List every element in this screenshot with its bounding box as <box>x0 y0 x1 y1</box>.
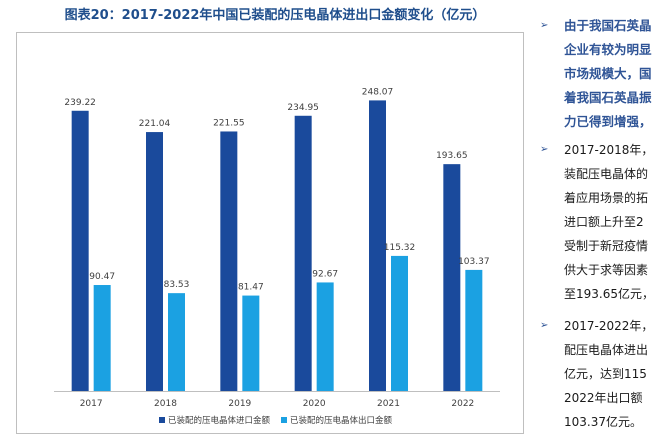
paragraph-2-line: 受制于新冠疫情 <box>564 239 649 253</box>
import-bar <box>146 132 163 391</box>
export-bar <box>316 282 334 391</box>
paragraph-3-line: 2022年出口额 <box>564 391 643 405</box>
import-value-label: 193.65 <box>436 151 468 161</box>
export-bar <box>465 269 483 391</box>
chart-title: 图表20：2017-2022年中国已装配的压电晶体进出口金额变化（亿元） <box>64 8 486 23</box>
paragraph-2-line: 供大于求等因素 <box>564 263 649 277</box>
import-bar <box>369 100 386 391</box>
import-value-label: 221.04 <box>139 119 171 129</box>
import-value-label: 234.95 <box>287 103 319 113</box>
paragraph-3-line: 亿元，达到115 <box>564 367 647 381</box>
import-bar <box>220 131 238 391</box>
x-tick-label: 2020 <box>303 399 326 409</box>
paragraph-2-line: 进口额上升至2 <box>564 215 644 229</box>
import-bar <box>294 115 312 391</box>
x-tick-label: 2017 <box>80 399 103 409</box>
legend-export-swatch <box>281 417 287 423</box>
x-tick-label: 2018 <box>154 399 177 409</box>
export-bar <box>242 295 260 391</box>
legend-export-label: 已装配的压电晶体出口金额 <box>290 415 393 426</box>
export-value-label: 83.53 <box>164 280 190 290</box>
paragraph-3-line: 2017-2022年， <box>564 319 654 333</box>
paragraph-2: ➢ 2017-2018年， 装配压电晶体的 着应用场景的拓 进口额上升至2 受制… <box>538 138 654 314</box>
export-value-label: 90.47 <box>89 272 115 282</box>
import-value-label: 248.07 <box>362 87 394 97</box>
legend-import-label: 已装配的压电晶体进口金额 <box>168 415 271 426</box>
legend-import-swatch <box>159 417 165 423</box>
paragraph-1-line: 由于我国石英晶 <box>564 18 652 33</box>
x-tick-label: 2021 <box>377 399 400 409</box>
chart-frame: 239.22 90.47 2017 221.04 83.53 2018 221.55 81.4… <box>16 32 524 434</box>
import-value-label: 239.22 <box>64 98 96 108</box>
paragraph-1-line: 力已得到增强， <box>564 114 652 129</box>
bullet-arrow-icon: ➢ <box>540 20 549 31</box>
x-tick-label: 2022 <box>451 399 474 409</box>
paragraph-1: ➢ 由于我国石英晶 企业有较为明显 市场规模大，国 着我国石英晶振 力已得到增强… <box>538 14 654 138</box>
import-bar <box>71 110 89 391</box>
bullet-arrow-icon: ➢ <box>540 320 549 331</box>
paragraph-2-line: 装配压电晶体的 <box>564 167 649 181</box>
paragraph-2-line: 至193.65亿元， <box>564 287 654 301</box>
bar-chart: 239.22 90.47 2017 221.04 83.53 2018 221.55 81.4… <box>54 87 500 426</box>
export-bar <box>391 255 408 391</box>
export-bar <box>93 285 111 391</box>
paragraph-3-line: 配压电晶体进出 <box>564 343 649 357</box>
paragraph-1-line: 市场规模大，国 <box>564 66 652 81</box>
paragraph-1-line: 企业有较为明显 <box>564 42 652 57</box>
paragraph-3: ➢ 2017-2022年， 配压电晶体进出 亿元，达到115 2022年出口额 … <box>538 314 654 434</box>
paragraph-2-line: 2017-2018年， <box>564 143 654 157</box>
analysis-text-panel: ➢ 由于我国石英晶 企业有较为明显 市场规模大，国 着我国石英晶振 力已得到增强… <box>538 14 654 437</box>
export-value-label: 92.67 <box>312 269 338 279</box>
export-value-label: 103.37 <box>458 257 490 267</box>
export-bar <box>168 293 185 391</box>
paragraph-3-line: 103.37亿元。 <box>564 415 642 429</box>
export-value-label: 81.47 <box>238 283 264 293</box>
export-value-label: 115.32 <box>384 243 416 253</box>
import-bar <box>443 164 461 391</box>
paragraph-1-line: 着我国石英晶振 <box>564 90 652 105</box>
paragraph-2-line: 着应用场景的拓 <box>564 191 649 205</box>
import-value-label: 221.55 <box>213 118 245 128</box>
bullet-arrow-icon: ➢ <box>540 144 549 155</box>
x-tick-label: 2019 <box>228 399 251 409</box>
